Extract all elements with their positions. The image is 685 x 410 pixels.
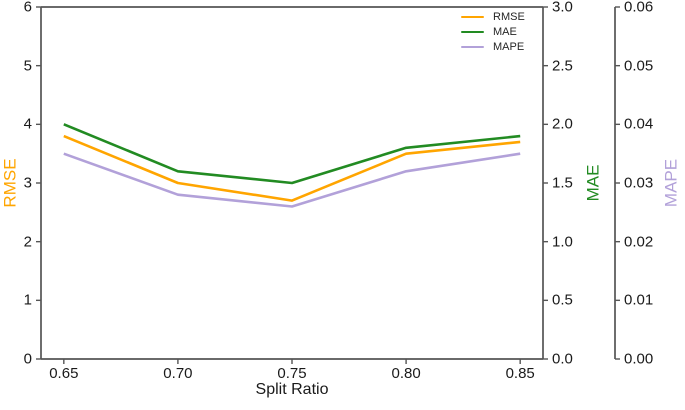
legend-label-mae: MAE xyxy=(493,25,517,38)
rmse-tick-label: 5 xyxy=(23,57,32,75)
x-tick-label: 0.70 xyxy=(163,365,193,382)
rmse-tick-label: 3 xyxy=(23,174,32,192)
mae-tick-label: 1.5 xyxy=(552,174,573,192)
x-tick-label: 0.65 xyxy=(49,365,79,382)
mape-tick-label: 0.05 xyxy=(624,57,654,75)
rmse-tick-label: 1 xyxy=(23,291,32,309)
legend-label-mape: MAPE xyxy=(493,40,525,53)
mape-tick-label: 0.00 xyxy=(624,350,654,368)
mae-tick-label: 1.0 xyxy=(552,233,573,251)
y-axis-label-mape: MAPE xyxy=(661,158,681,208)
rmse-tick-label: 0 xyxy=(23,350,32,368)
mae-tick-label: 0.5 xyxy=(552,291,573,309)
legend-label-rmse: RMSE xyxy=(493,10,525,23)
mape-tick-label: 0.03 xyxy=(624,174,654,192)
mae-tick-label: 2.5 xyxy=(552,57,573,75)
legend-item-mape: MAPE xyxy=(461,40,525,53)
legend-swatch-rmse-line xyxy=(461,15,484,19)
rmse-tick-label: 6 xyxy=(23,0,32,16)
mape-tick-label: 0.01 xyxy=(624,291,654,309)
series-line-mape xyxy=(63,152,521,208)
series-line-rmse xyxy=(63,134,521,202)
x-axis-label: Split Ratio xyxy=(255,381,329,398)
y-axis-label-mae: MAE xyxy=(583,164,603,202)
rmse-tick-label: 4 xyxy=(23,115,32,133)
mape-tick-label: 0.06 xyxy=(624,0,654,16)
x-tick-label: 0.80 xyxy=(391,365,421,382)
legend-item-rmse: RMSE xyxy=(461,10,525,23)
legend-item-mae: MAE xyxy=(461,25,525,38)
mae-tick-label: 2.0 xyxy=(552,115,573,133)
legend-swatch-mape-line xyxy=(461,45,484,49)
x-tick-label: 0.85 xyxy=(505,365,535,382)
mape-tick-label: 0.04 xyxy=(624,115,654,133)
mae-tick-label: 3.0 xyxy=(552,0,573,16)
mae-tick-label: 0.0 xyxy=(552,350,573,368)
y-axis-label-rmse: RMSE xyxy=(0,158,20,208)
legend: RMSE MAE MAPE xyxy=(461,10,525,53)
x-tick-label: 0.75 xyxy=(277,365,307,382)
series-line-mae xyxy=(63,123,521,185)
rmse-tick-label: 2 xyxy=(23,233,32,251)
mape-tick-label: 0.02 xyxy=(624,233,654,251)
legend-swatch-mae-line xyxy=(461,30,484,34)
